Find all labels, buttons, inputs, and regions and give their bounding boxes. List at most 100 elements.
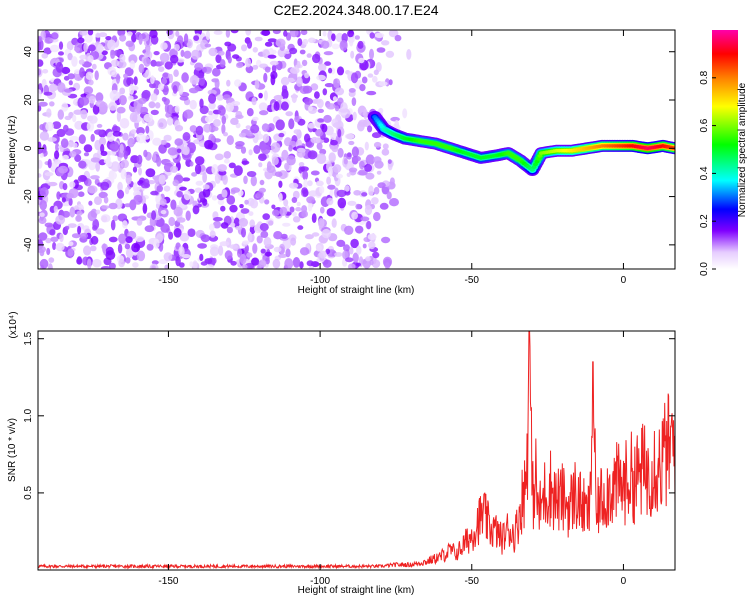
noise-blob — [330, 139, 338, 146]
noise-blob — [149, 219, 155, 227]
snr-plot-area: -150 -100 -50 0 0.5 1.0 1.5 — [23, 330, 676, 587]
y-tick-label: 1.5 — [23, 331, 34, 345]
noise-blob — [64, 225, 70, 231]
noise-blob — [224, 250, 233, 260]
noise-blob — [221, 189, 228, 198]
noise-blob — [338, 108, 349, 113]
noise-blob — [217, 199, 225, 206]
noise-blob — [41, 53, 48, 59]
snr-x-ticks: -150 -100 -50 0 — [158, 331, 627, 587]
noise-blob — [339, 40, 348, 51]
noise-blob — [158, 83, 164, 91]
noise-blob — [101, 50, 108, 56]
noise-blob — [143, 149, 148, 158]
noise-blob — [361, 192, 368, 197]
noise-blob — [235, 225, 242, 230]
noise-blob — [160, 223, 170, 233]
noise-blob — [158, 242, 164, 252]
noise-blob — [163, 185, 171, 192]
noise-blob — [78, 134, 86, 145]
noise-blob — [108, 262, 116, 269]
noise-blob — [193, 35, 200, 41]
noise-blob — [226, 135, 234, 146]
noise-blob — [45, 237, 52, 244]
noise-blob — [322, 259, 332, 268]
noise-blob — [278, 243, 286, 255]
noise-blob — [38, 59, 44, 67]
noise-blob — [98, 32, 108, 38]
noise-blob — [38, 216, 47, 224]
noise-blob — [160, 42, 168, 50]
noise-blob — [119, 87, 126, 95]
noise-blob — [267, 38, 277, 43]
noise-blob — [355, 262, 361, 267]
noise-blob — [351, 146, 359, 158]
noise-blob — [125, 236, 133, 244]
noise-blob — [288, 144, 293, 152]
noise-blob — [327, 184, 336, 190]
noise-blob — [87, 55, 94, 63]
noise-blob — [174, 125, 184, 132]
noise-blob — [343, 244, 350, 252]
noise-blob — [143, 72, 149, 78]
noise-blob — [311, 232, 320, 237]
noise-blob — [262, 133, 270, 143]
noise-blob — [143, 113, 153, 123]
noise-blob — [83, 245, 92, 256]
noise-blob — [286, 77, 296, 83]
noise-blob — [214, 173, 221, 184]
noise-blob — [251, 257, 259, 265]
noise-blob — [302, 38, 309, 45]
noise-blob — [50, 236, 59, 242]
noise-blob — [226, 79, 231, 87]
noise-blob — [250, 175, 257, 187]
noise-blob — [310, 83, 319, 91]
noise-blob — [126, 31, 133, 37]
noise-blob — [283, 49, 291, 54]
noise-blob — [220, 222, 229, 229]
signal-point — [531, 165, 537, 169]
noise-blob — [92, 225, 98, 231]
noise-blob — [133, 76, 138, 86]
noise-blob — [50, 32, 59, 40]
x-tick-label: -50 — [465, 275, 480, 286]
y-tick-label: 0.5 — [23, 486, 34, 500]
noise-blob — [321, 123, 328, 133]
noise-blob — [118, 95, 127, 106]
noise-blob — [260, 248, 266, 254]
noise-blob — [216, 94, 224, 101]
noise-blob — [186, 38, 193, 49]
noise-blob — [344, 133, 355, 140]
noise-blob — [364, 163, 373, 172]
heatmap-x-axis-label: Height of straight line (km) — [298, 285, 415, 296]
noise-blob — [181, 254, 191, 259]
noise-blob — [152, 137, 162, 146]
signal-point — [533, 162, 538, 167]
noise-blob — [278, 132, 285, 138]
noise-blob — [234, 79, 242, 87]
noise-blob — [272, 30, 281, 35]
noise-blob — [202, 187, 211, 198]
noise-blob — [84, 33, 93, 43]
snr-frame — [37, 330, 676, 571]
noise-blob — [48, 263, 53, 269]
noise-blob — [151, 210, 157, 221]
noise-blob — [239, 253, 247, 265]
noise-blob — [363, 108, 368, 120]
noise-blob — [263, 72, 268, 83]
noise-blob — [358, 169, 368, 176]
noise-blob — [349, 246, 354, 255]
noise-blob — [98, 136, 107, 146]
signal-point — [537, 154, 543, 158]
noise-blob — [76, 210, 83, 216]
noise-blob — [240, 146, 247, 154]
noise-blob — [249, 199, 259, 209]
noise-blob — [316, 180, 324, 187]
noise-blob — [225, 30, 231, 38]
noise-blob — [271, 49, 277, 55]
noise-blob — [278, 192, 283, 202]
noise-blob — [223, 151, 231, 159]
noise-blob — [72, 142, 78, 149]
snr-y-axis-label: SNR (10 * v/v) — [7, 418, 18, 482]
noise-blob — [192, 205, 200, 215]
